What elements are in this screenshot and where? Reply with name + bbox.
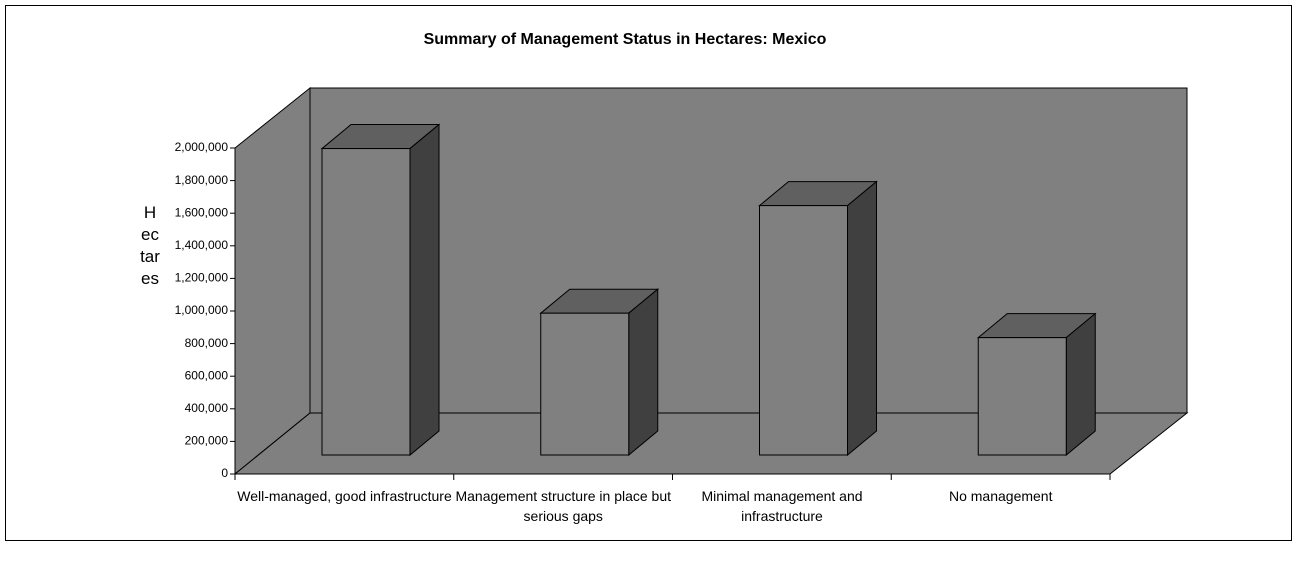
y-tick-label: 600,000 [185,368,229,382]
side-wall [234,86,311,476]
y-tick-label: 2,000,000 [175,140,229,154]
x-tick-label: No management [948,488,1053,504]
bar-side [628,288,659,457]
bar [540,312,630,456]
bar [977,337,1067,456]
bar [321,148,411,456]
chart-title: Summary of Management Status in Hectares… [424,31,827,48]
y-axis-label: Hectares [140,203,160,288]
y-tick-label: 1,000,000 [175,303,229,317]
y-tick-label: 1,600,000 [175,205,229,219]
y-tick-label: 800,000 [185,336,229,350]
bar-side [847,180,877,457]
y-tick-label: 1,800,000 [175,173,229,187]
x-tick-label: Well-managed, good infrastructure [237,488,452,504]
y-tick-label: 1,400,000 [175,238,229,252]
bar-side [409,123,440,457]
x-tick-label: Minimal management and infrastructure [701,488,863,524]
y-tick-label: 200,000 [185,434,229,448]
y-tick-label: 1,200,000 [175,271,229,285]
bar-side [1065,312,1096,457]
y-tick-label: 400,000 [185,401,229,415]
x-tick-label: Management structure in place but seriou… [455,488,672,524]
y-tick-label: 0 [221,466,228,480]
bar [759,205,848,456]
